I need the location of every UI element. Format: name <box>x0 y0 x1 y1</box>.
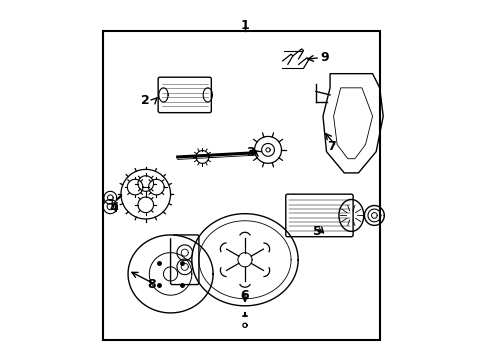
Text: 5: 5 <box>313 225 322 238</box>
Text: 3: 3 <box>246 146 255 159</box>
Text: 4: 4 <box>109 202 118 215</box>
Text: 8: 8 <box>147 278 155 291</box>
FancyBboxPatch shape <box>286 194 353 237</box>
FancyBboxPatch shape <box>171 235 199 284</box>
Text: 2: 2 <box>142 94 150 107</box>
Text: 9: 9 <box>320 51 329 64</box>
Bar <box>103 31 380 339</box>
FancyBboxPatch shape <box>158 77 211 113</box>
Text: 7: 7 <box>327 140 336 153</box>
Text: 6: 6 <box>241 289 249 302</box>
Text: 1: 1 <box>241 19 249 32</box>
